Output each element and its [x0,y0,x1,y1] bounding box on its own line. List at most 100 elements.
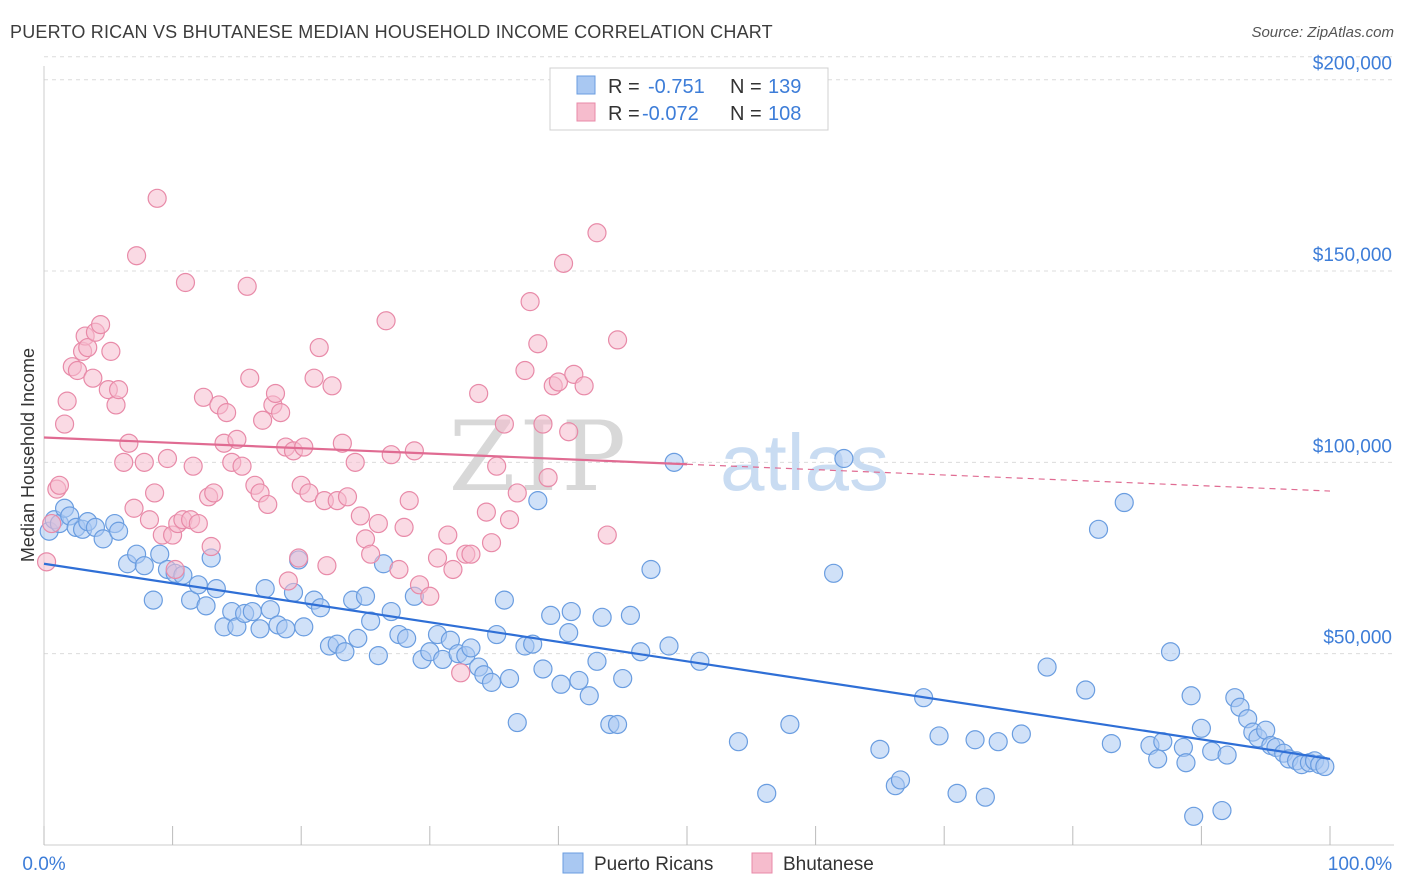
data-point [242,601,262,622]
data-point [175,272,196,293]
data-point [499,668,520,689]
legend-swatch-pink [576,102,596,122]
data-point [947,783,967,803]
data-point [317,556,337,576]
legend-swatch-blue [576,75,596,95]
data-point [579,686,599,706]
data-point [255,579,275,599]
chart-title: PUERTO RICAN VS BHUTANESE MEDIAN HOUSEHO… [10,22,773,42]
data-point [631,642,651,662]
data-point [728,732,749,752]
data-point [613,668,633,689]
data-point [487,456,507,476]
data-point [461,544,481,564]
data-point [538,468,558,488]
legend-box [549,67,829,131]
data-point [528,334,548,354]
data-point [265,383,286,404]
data-point [183,456,203,476]
data-point [587,651,607,671]
data-point [451,663,471,683]
data-point [93,529,113,549]
trend-lines [43,436,1331,760]
data-point [427,548,448,568]
data-point [834,448,854,469]
trend-line-bhutanese [43,436,688,466]
trend-line-puerto-ricans [43,562,1331,760]
data-point [574,376,594,396]
data-point [90,314,111,335]
data-point [119,433,139,453]
data-point [258,494,278,515]
data-point [499,510,520,530]
legend-correlation: R = -0.751 N = 139 R = -0.072 N = 108 [549,67,829,131]
data-point [1076,680,1096,700]
data-point [1114,492,1134,513]
data-point [348,628,368,648]
x-tick-label-min: 0.0% [22,854,65,875]
data-point [757,783,777,803]
data-point [399,491,419,511]
data-point [232,456,252,476]
data-point [659,636,679,656]
y-tick-label: $50,000 [1323,628,1392,649]
data-point [494,414,514,434]
data-point [322,376,342,396]
data-point [824,563,844,583]
data-point [196,596,216,616]
data-point [36,552,57,572]
data-point [975,787,995,807]
data-point [276,619,296,639]
data-point [870,739,890,759]
data-point [361,544,381,564]
data-point [227,429,247,449]
legend-r-value-2: -0.072 [642,103,699,125]
series-bhutanese [36,188,628,683]
data-point [134,452,154,472]
data-point [67,360,88,381]
data-point [965,730,985,750]
data-point [587,223,607,243]
data-point [289,548,309,568]
data-point [381,445,401,465]
data-point [253,410,273,430]
legend-bottom-swatch-blue [562,852,584,874]
data-point [592,607,612,627]
data-point [528,491,548,511]
data-point [1088,519,1109,539]
data-point [139,510,160,530]
data-point [240,368,260,388]
y-tick-labels: $50,000 $100,000 $150,000 $200,000 [1313,54,1392,649]
data-point [1315,756,1335,777]
data-point [541,605,561,626]
data-point [389,559,409,580]
data-point [443,559,463,580]
series-puerto-ricans [39,448,1335,826]
legend-bottom-label-blue: Puerto Ricans [594,854,713,875]
data-point [507,712,527,733]
data-point [559,623,579,643]
watermark-atlas: atlas [720,418,889,507]
data-point [57,391,77,411]
data-point [193,387,214,407]
data-point [494,590,514,610]
data-point [569,670,589,691]
legend-n-label-1: N = [730,76,762,98]
legend-r-label-2: R = [608,103,640,125]
data-point [533,414,553,434]
data-point [108,521,129,541]
data-point [49,475,70,495]
source-label: Source: ZipAtlas.com [1251,24,1394,41]
data-point [304,368,324,388]
data-point [361,611,381,631]
data-point [641,559,661,580]
data-point [487,624,507,645]
legend-bottom-label-pink: Bhutanese [783,854,874,875]
data-point [404,441,424,461]
data-point [250,619,270,639]
data-point [890,770,911,790]
data-point [507,483,527,503]
data-point [461,638,481,658]
data-point [345,452,365,472]
